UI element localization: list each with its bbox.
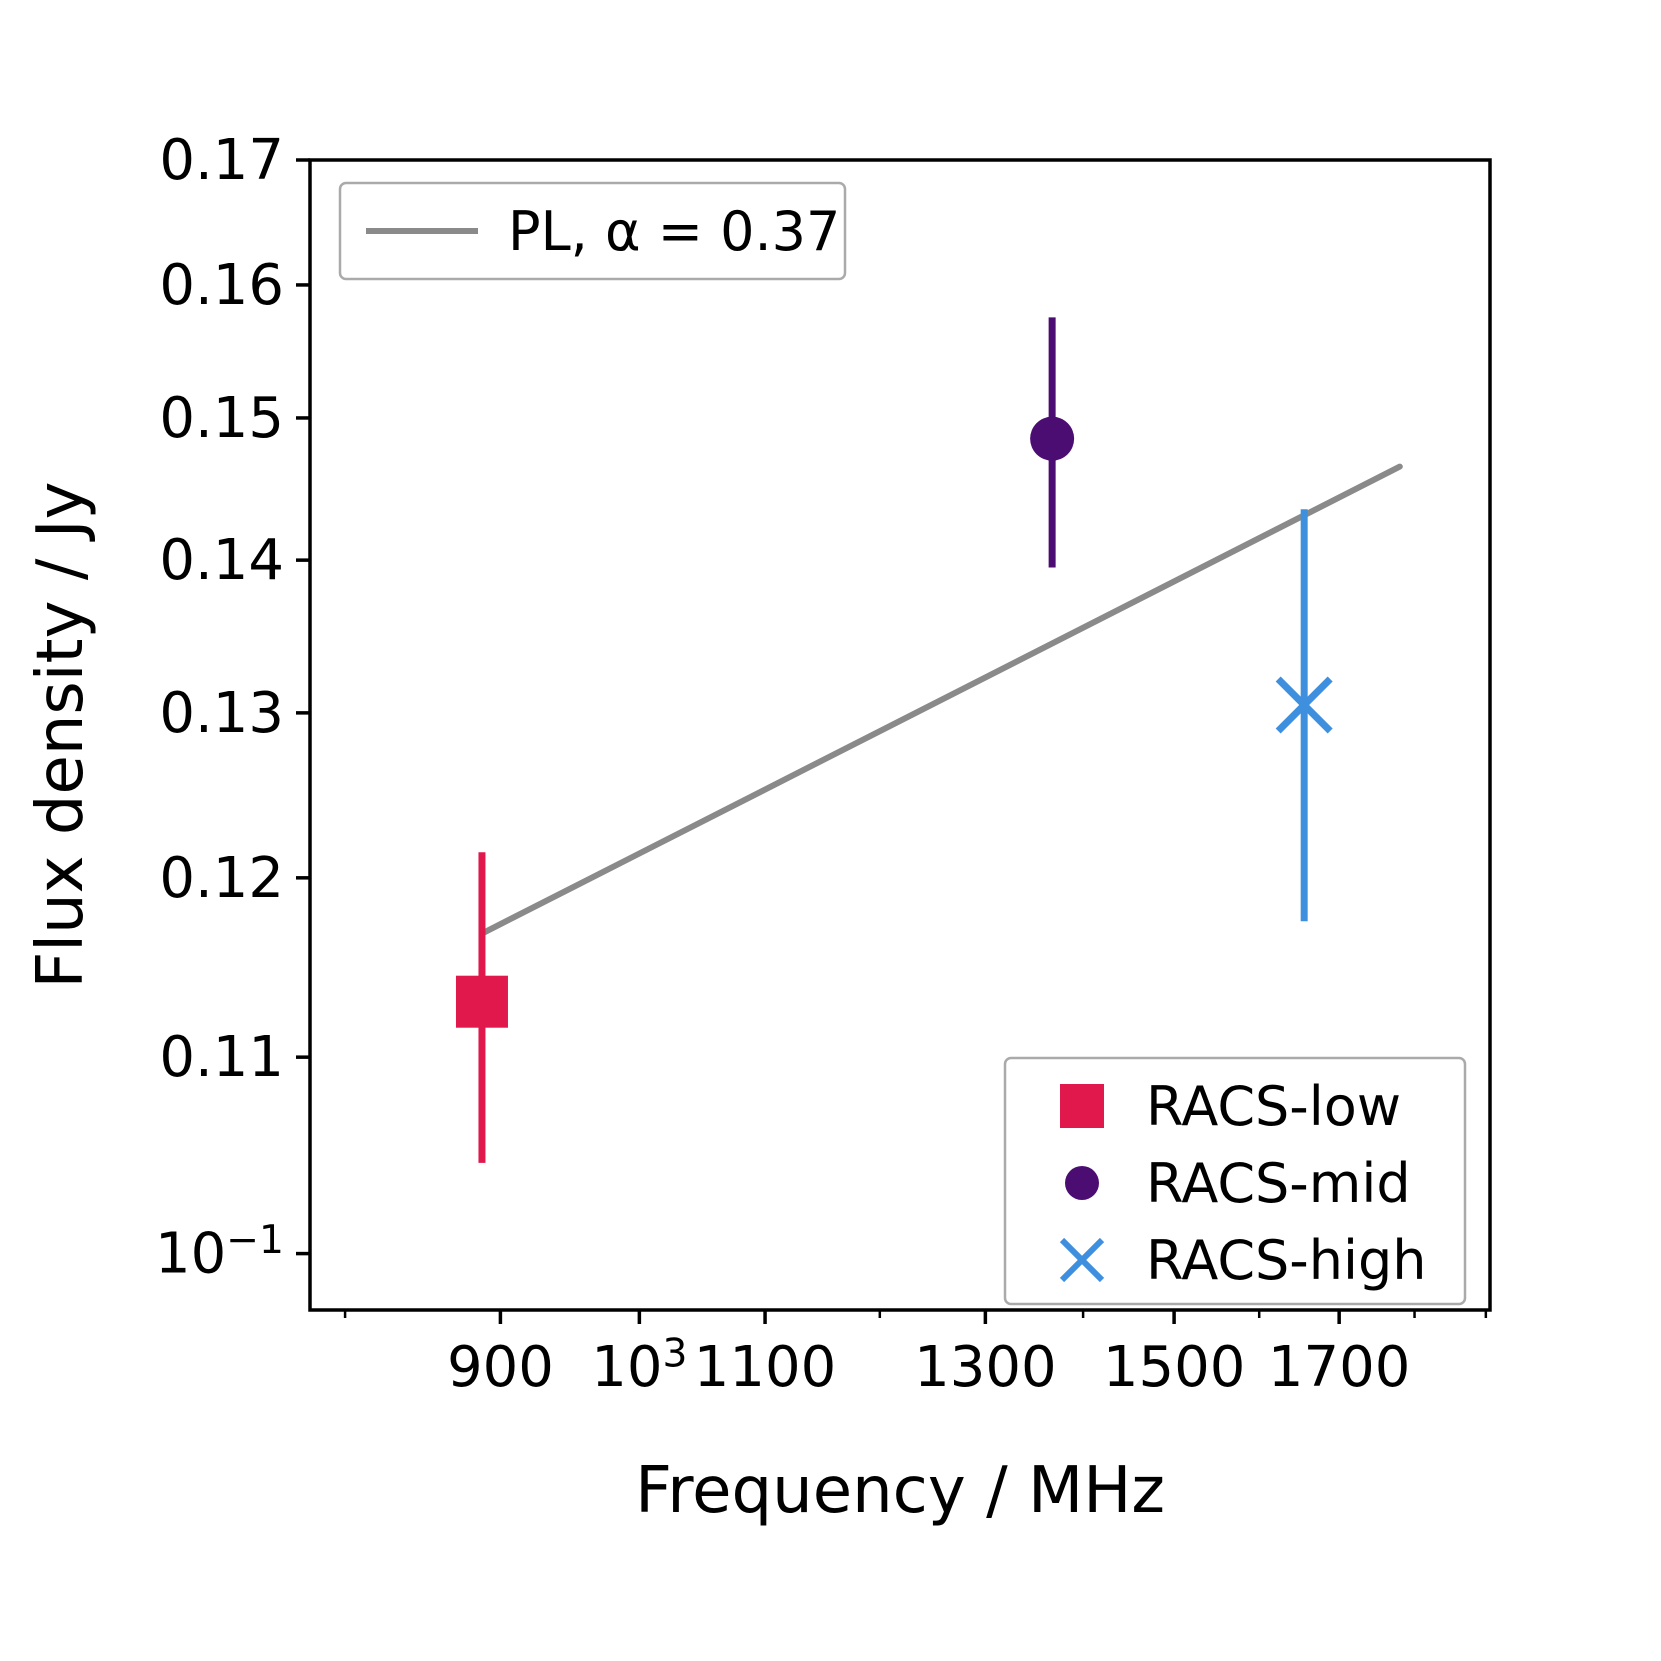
x-tick-label: 1300 bbox=[914, 1335, 1057, 1400]
data-point-racs-low bbox=[455, 975, 508, 1028]
plot-area: 900 103 1100 1300 1500 1700 10−1 0.11 0.12 0.13 0.… bbox=[155, 128, 1492, 1400]
legend-marker-racs-mid-icon bbox=[1065, 1166, 1099, 1200]
x-tick-label: 103 bbox=[591, 1331, 687, 1400]
y-tick-label: 0.14 bbox=[159, 528, 284, 593]
y-tick-label: 0.13 bbox=[159, 681, 284, 746]
x-tick-label: 1700 bbox=[1268, 1335, 1411, 1400]
data-point-racs-mid bbox=[1030, 416, 1075, 461]
x-tick-label: 1100 bbox=[694, 1335, 837, 1400]
legend-label-racs-mid: RACS-mid bbox=[1146, 1152, 1411, 1215]
legend-label-racs-high: RACS-high bbox=[1146, 1229, 1427, 1292]
y-tick-label: 0.17 bbox=[159, 128, 284, 193]
legend-series: RACS-low RACS-mid RACS-high bbox=[1003, 1056, 1467, 1306]
plot-border bbox=[308, 158, 1492, 1312]
x-tick-label: 1500 bbox=[1103, 1335, 1246, 1400]
power-law-fit-line bbox=[478, 463, 1403, 937]
y-tick-label: 10−1 bbox=[155, 1218, 284, 1287]
y-tick-label: 0.16 bbox=[159, 253, 284, 318]
y-tick-label: 0.12 bbox=[159, 846, 284, 911]
x-tick-label: 900 bbox=[447, 1335, 554, 1400]
legend-series-box bbox=[1003, 1056, 1467, 1306]
y-tick-label: 0.15 bbox=[159, 386, 284, 451]
legend-fit-label: PL, α = 0.37 bbox=[508, 200, 840, 263]
legend-marker-racs-high-icon bbox=[1059, 1237, 1105, 1283]
legend-marker-racs-low-icon bbox=[1060, 1084, 1104, 1128]
y-tick-label: 0.11 bbox=[159, 1025, 284, 1090]
legend-fit: PL, α = 0.37 bbox=[338, 181, 847, 281]
legend-fit-box bbox=[338, 181, 847, 281]
x-axis-label: Frequency / MHz bbox=[635, 1454, 1165, 1528]
legend-label-racs-low: RACS-low bbox=[1146, 1075, 1401, 1138]
data-point-racs-high bbox=[1275, 676, 1333, 734]
y-axis-label: Flux density / Jy bbox=[24, 481, 98, 988]
